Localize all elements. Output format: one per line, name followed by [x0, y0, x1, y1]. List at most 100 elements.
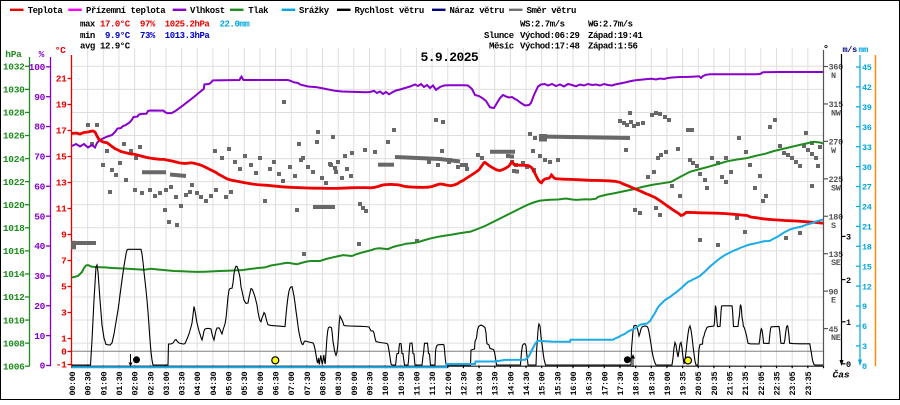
svg-text:1: 1: [846, 318, 851, 328]
svg-text:73%: 73%: [140, 31, 156, 41]
svg-text:20:05: 20:05: [694, 371, 704, 395]
svg-text:13:30: 13:30: [491, 371, 501, 395]
svg-text:1006: 1006: [3, 361, 25, 372]
svg-text:Přízemní teplota: Přízemní teplota: [86, 6, 166, 16]
svg-text:1025.2hPa: 1025.2hPa: [165, 20, 211, 30]
svg-text:04:00: 04:00: [193, 371, 203, 395]
svg-text:16:30: 16:30: [585, 371, 595, 395]
svg-text:17.0°C: 17.0°C: [100, 20, 131, 30]
svg-text:19: 19: [56, 100, 67, 111]
svg-text:N: N: [831, 71, 836, 81]
svg-text:SW: SW: [831, 183, 842, 193]
svg-text:33: 33: [862, 143, 872, 153]
svg-text:9: 9: [61, 230, 67, 241]
svg-text:1026: 1026: [3, 131, 25, 142]
svg-text:02:00: 02:00: [131, 371, 141, 395]
svg-text:22:35: 22:35: [773, 371, 783, 395]
svg-text:1020: 1020: [3, 200, 25, 211]
svg-text:Rychlost větru: Rychlost větru: [355, 6, 424, 16]
svg-text:3: 3: [846, 233, 851, 243]
svg-text:97%: 97%: [140, 20, 156, 30]
svg-text:10:00: 10:00: [381, 371, 391, 395]
svg-text:Tlak: Tlak: [248, 6, 269, 16]
svg-text:10: 10: [34, 331, 45, 342]
svg-text:m/s: m/s: [843, 45, 858, 55]
svg-text:15:00: 15:00: [538, 371, 548, 395]
svg-text:30: 30: [862, 163, 872, 173]
svg-text:Měsíc: Měsíc: [489, 42, 514, 52]
svg-text:45: 45: [829, 325, 839, 335]
svg-text:WG:2.7m/s: WG:2.7m/s: [588, 20, 633, 30]
svg-text:80: 80: [34, 122, 45, 133]
svg-text:°C: °C: [55, 45, 66, 56]
svg-text:Čas: Čas: [833, 370, 850, 381]
svg-text:24: 24: [862, 203, 872, 213]
svg-text:9.9°C: 9.9°C: [105, 31, 131, 41]
svg-text:12.9°C: 12.9°C: [100, 42, 131, 52]
svg-text:14:30: 14:30: [522, 371, 532, 395]
svg-text:42: 42: [862, 83, 872, 93]
svg-text:E: E: [831, 296, 836, 306]
svg-text:01:30: 01:30: [115, 371, 125, 395]
svg-text:°: °: [823, 44, 829, 56]
svg-text:11: 11: [56, 204, 67, 215]
svg-text:21: 21: [862, 223, 872, 233]
svg-text:04:30: 04:30: [209, 371, 219, 395]
svg-text:08:30: 08:30: [334, 371, 344, 395]
svg-text:12:30: 12:30: [459, 371, 469, 395]
svg-text:50: 50: [34, 211, 45, 222]
svg-text:18:30: 18:30: [647, 371, 657, 395]
svg-text:27: 27: [862, 183, 872, 193]
svg-text:90: 90: [34, 92, 45, 103]
svg-text:3: 3: [862, 342, 867, 352]
svg-text:11:00: 11:00: [412, 371, 422, 395]
svg-text:-1: -1: [56, 360, 67, 371]
svg-text:05:30: 05:30: [240, 371, 250, 395]
svg-text:1032: 1032: [3, 62, 25, 73]
svg-text:21:05: 21:05: [726, 371, 736, 395]
svg-text:22:05: 22:05: [757, 371, 767, 395]
svg-text:0: 0: [846, 360, 851, 370]
svg-text:mm: mm: [859, 45, 869, 55]
svg-text:12:00: 12:00: [444, 371, 454, 395]
svg-text:00:00: 00:00: [68, 371, 78, 395]
svg-text:1016: 1016: [3, 246, 25, 257]
svg-text:9: 9: [862, 302, 867, 312]
svg-text:20: 20: [34, 301, 45, 312]
svg-text:39: 39: [862, 103, 872, 113]
svg-text:19:35: 19:35: [679, 371, 689, 395]
svg-text:225: 225: [829, 175, 844, 185]
svg-text:00:30: 00:30: [84, 371, 94, 395]
svg-text:07:00: 07:00: [287, 371, 297, 395]
svg-text:15: 15: [56, 152, 67, 163]
svg-text:22.0mm: 22.0mm: [220, 20, 251, 30]
svg-text:Západ:19:41: Západ:19:41: [588, 31, 644, 41]
svg-text:Náraz větru: Náraz větru: [450, 6, 505, 16]
svg-text:06:00: 06:00: [256, 371, 266, 395]
svg-text:36: 36: [862, 123, 872, 133]
svg-text:1012: 1012: [3, 292, 25, 303]
svg-text:1008: 1008: [3, 338, 25, 349]
svg-text:12: 12: [862, 282, 872, 292]
svg-text:7: 7: [61, 256, 67, 267]
svg-text:2: 2: [846, 276, 851, 286]
svg-text:Teplota: Teplota: [28, 6, 64, 16]
svg-text:100: 100: [29, 62, 46, 73]
svg-text:1: 1: [61, 334, 67, 345]
svg-text:315: 315: [829, 100, 844, 110]
svg-text:Západ:1:56: Západ:1:56: [588, 42, 638, 52]
svg-text:S: S: [831, 221, 836, 231]
svg-text:1028: 1028: [3, 108, 25, 119]
svg-text:1022: 1022: [3, 177, 25, 188]
svg-text:Směr větru: Směr větru: [527, 6, 577, 16]
svg-text:1030: 1030: [3, 85, 25, 96]
svg-text:6: 6: [862, 322, 867, 332]
svg-text:30: 30: [34, 271, 45, 282]
svg-text:5: 5: [61, 282, 67, 293]
svg-text:90: 90: [829, 287, 839, 297]
svg-text:13:00: 13:00: [475, 371, 485, 395]
svg-text:NW: NW: [831, 108, 842, 118]
svg-text:hPa: hPa: [5, 49, 22, 60]
svg-text:Východ:17:48: Východ:17:48: [520, 42, 579, 52]
svg-text:min: min: [80, 31, 95, 41]
